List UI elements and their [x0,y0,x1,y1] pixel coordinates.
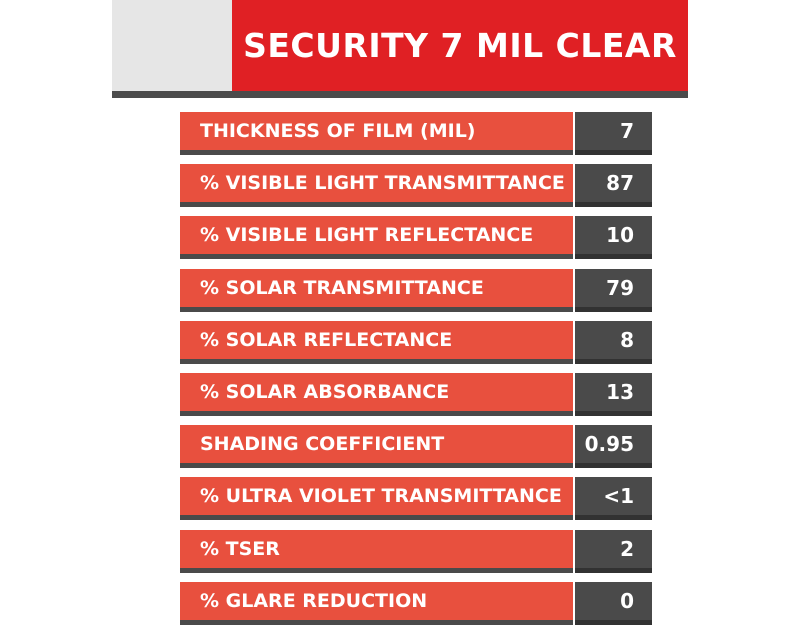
page-title: SECURITY 7 MIL CLEAR [243,26,677,65]
header-red-block [232,0,688,91]
spec-row-thickness: THICKNESS OF FILM (MIL) 7 [180,112,652,155]
spec-row-visible-light-transmittance: % VISIBLE LIGHT TRANSMITTANCE 87 [180,164,652,208]
spec-value: 8 [575,320,652,364]
spec-label: THICKNESS OF FILM (MIL) [180,112,573,155]
spec-value: 2 [575,529,652,573]
spec-value: 0.95 [575,425,652,469]
spec-label: % GLARE REDUCTION [180,581,573,625]
spec-row-ultra-violet-transmittance: % ULTRA VIOLET TRANSMITTANCE <1 [180,477,652,521]
spec-value: 87 [575,164,652,208]
spec-value: 0 [575,581,652,625]
spec-label: % VISIBLE LIGHT TRANSMITTANCE [180,164,573,208]
spec-label: SHADING COEFFICIENT [180,425,573,469]
spec-row-solar-transmittance: % SOLAR TRANSMITTANCE 79 [180,268,652,312]
spec-label: % SOLAR TRANSMITTANCE [180,268,573,312]
spec-value: <1 [575,477,652,521]
spec-label: % TSER [180,529,573,573]
spec-table: THICKNESS OF FILM (MIL) 7 % VISIBLE LIGH… [180,112,652,634]
spec-value: 10 [575,216,652,260]
spec-label: % SOLAR ABSORBANCE [180,372,573,416]
header-gray-block [112,0,232,91]
spec-label: % SOLAR REFLECTANCE [180,320,573,364]
spec-row-visible-light-reflectance: % VISIBLE LIGHT REFLECTANCE 10 [180,216,652,260]
spec-row-solar-reflectance: % SOLAR REFLECTANCE 8 [180,320,652,364]
header-underline-bar [112,91,688,98]
spec-row-tser: % TSER 2 [180,529,652,573]
spec-value: 79 [575,268,652,312]
spec-label: % ULTRA VIOLET TRANSMITTANCE [180,477,573,521]
spec-label: % VISIBLE LIGHT REFLECTANCE [180,216,573,260]
spec-row-shading-coefficient: SHADING COEFFICIENT 0.95 [180,425,652,469]
header: SECURITY 7 MIL CLEAR [112,0,688,99]
spec-value: 7 [575,112,652,155]
spec-row-glare-reduction: % GLARE REDUCTION 0 [180,581,652,625]
spec-value: 13 [575,372,652,416]
spec-row-solar-absorbance: % SOLAR ABSORBANCE 13 [180,372,652,416]
